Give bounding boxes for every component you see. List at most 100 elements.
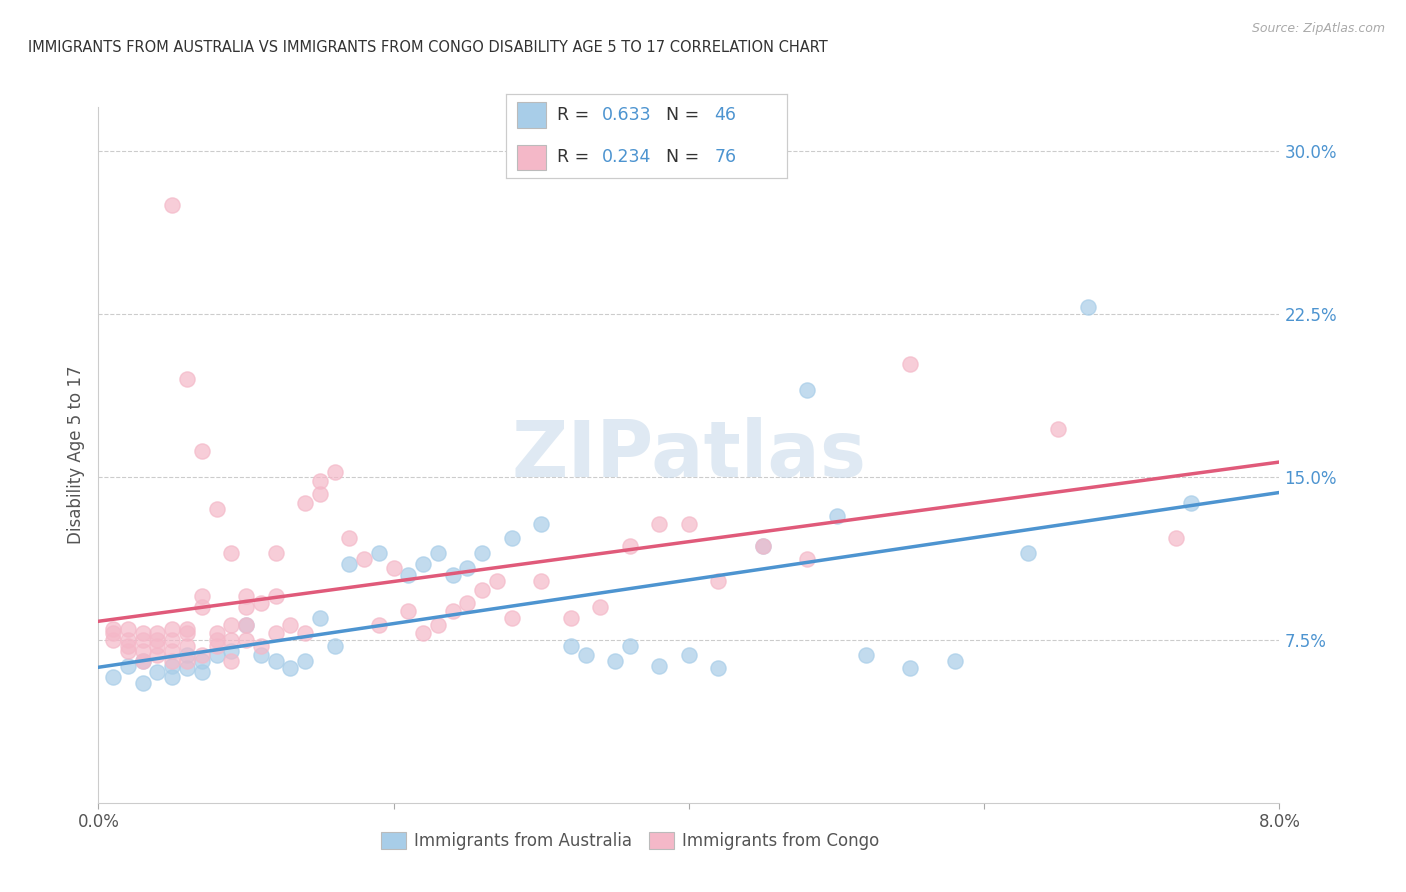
Point — [294, 655, 316, 669]
Point — [309, 487, 332, 501]
Point — [471, 546, 494, 560]
Point — [339, 531, 361, 545]
Point — [117, 643, 139, 657]
Point — [825, 508, 848, 523]
Point — [117, 639, 139, 653]
Point — [191, 443, 214, 458]
Text: 46: 46 — [714, 106, 737, 124]
FancyBboxPatch shape — [517, 103, 546, 128]
Point — [619, 639, 641, 653]
Point — [752, 539, 775, 553]
Point — [339, 557, 361, 571]
Point — [264, 589, 287, 603]
Point — [146, 639, 169, 653]
Point — [235, 632, 257, 647]
Text: 0.633: 0.633 — [602, 106, 651, 124]
Text: 76: 76 — [714, 148, 737, 166]
Point — [1046, 422, 1070, 436]
Point — [309, 611, 332, 625]
Point — [146, 632, 169, 647]
FancyBboxPatch shape — [517, 145, 546, 169]
Point — [205, 639, 228, 653]
Point — [250, 639, 273, 653]
Point — [368, 546, 391, 560]
Point — [323, 639, 346, 653]
Point — [176, 626, 198, 640]
Point — [132, 626, 155, 640]
Point — [162, 632, 183, 647]
Point — [132, 655, 155, 669]
Point — [1180, 496, 1202, 510]
Point — [205, 626, 228, 640]
Point — [221, 643, 243, 657]
Point — [707, 574, 730, 588]
Point — [605, 655, 627, 669]
Text: Source: ZipAtlas.com: Source: ZipAtlas.com — [1251, 22, 1385, 36]
Text: IMMIGRANTS FROM AUSTRALIA VS IMMIGRANTS FROM CONGO DISABILITY AGE 5 TO 17 CORREL: IMMIGRANTS FROM AUSTRALIA VS IMMIGRANTS … — [28, 40, 828, 55]
Point — [221, 655, 243, 669]
Point — [117, 622, 139, 636]
Point — [221, 632, 243, 647]
Point — [648, 517, 671, 532]
Point — [162, 655, 183, 669]
Point — [752, 539, 775, 553]
Point — [235, 617, 257, 632]
Point — [176, 655, 198, 669]
Point — [796, 552, 818, 566]
Text: R =: R = — [557, 106, 595, 124]
Point — [191, 589, 214, 603]
Point — [235, 600, 257, 615]
Point — [457, 596, 479, 610]
Point — [205, 632, 228, 647]
Point — [205, 502, 228, 516]
Point — [1077, 300, 1099, 314]
Text: R =: R = — [557, 148, 595, 166]
Point — [146, 648, 169, 662]
Point — [486, 574, 509, 588]
Point — [560, 639, 582, 653]
Point — [427, 617, 450, 632]
Point — [191, 648, 214, 662]
Point — [530, 574, 553, 588]
Point — [575, 648, 598, 662]
Text: 0.234: 0.234 — [602, 148, 651, 166]
Point — [176, 622, 198, 636]
Point — [221, 617, 243, 632]
Point — [309, 474, 332, 488]
Point — [441, 605, 464, 619]
Point — [398, 605, 420, 619]
Point — [501, 531, 523, 545]
Point — [589, 600, 612, 615]
Point — [1018, 546, 1040, 560]
Point — [103, 670, 125, 684]
Point — [132, 655, 155, 669]
Point — [368, 617, 391, 632]
Point — [353, 552, 375, 566]
Point — [280, 617, 302, 632]
Point — [191, 655, 214, 669]
Point — [162, 670, 183, 684]
Point — [796, 383, 818, 397]
Point — [264, 655, 287, 669]
Point — [176, 372, 198, 386]
Point — [103, 622, 125, 636]
Point — [264, 626, 287, 640]
Point — [132, 632, 155, 647]
Point — [176, 648, 198, 662]
Point — [294, 496, 316, 510]
Point — [103, 632, 125, 647]
Point — [441, 567, 464, 582]
Point — [501, 611, 523, 625]
Legend: Immigrants from Australia, Immigrants from Congo: Immigrants from Australia, Immigrants fr… — [374, 826, 886, 857]
Point — [1166, 531, 1188, 545]
Point — [162, 622, 183, 636]
Point — [146, 665, 169, 680]
Point — [398, 567, 420, 582]
Point — [471, 582, 494, 597]
Y-axis label: Disability Age 5 to 17: Disability Age 5 to 17 — [66, 366, 84, 544]
Point — [900, 661, 922, 675]
Point — [117, 658, 139, 673]
Point — [162, 658, 183, 673]
Point — [103, 626, 125, 640]
Point — [678, 517, 700, 532]
